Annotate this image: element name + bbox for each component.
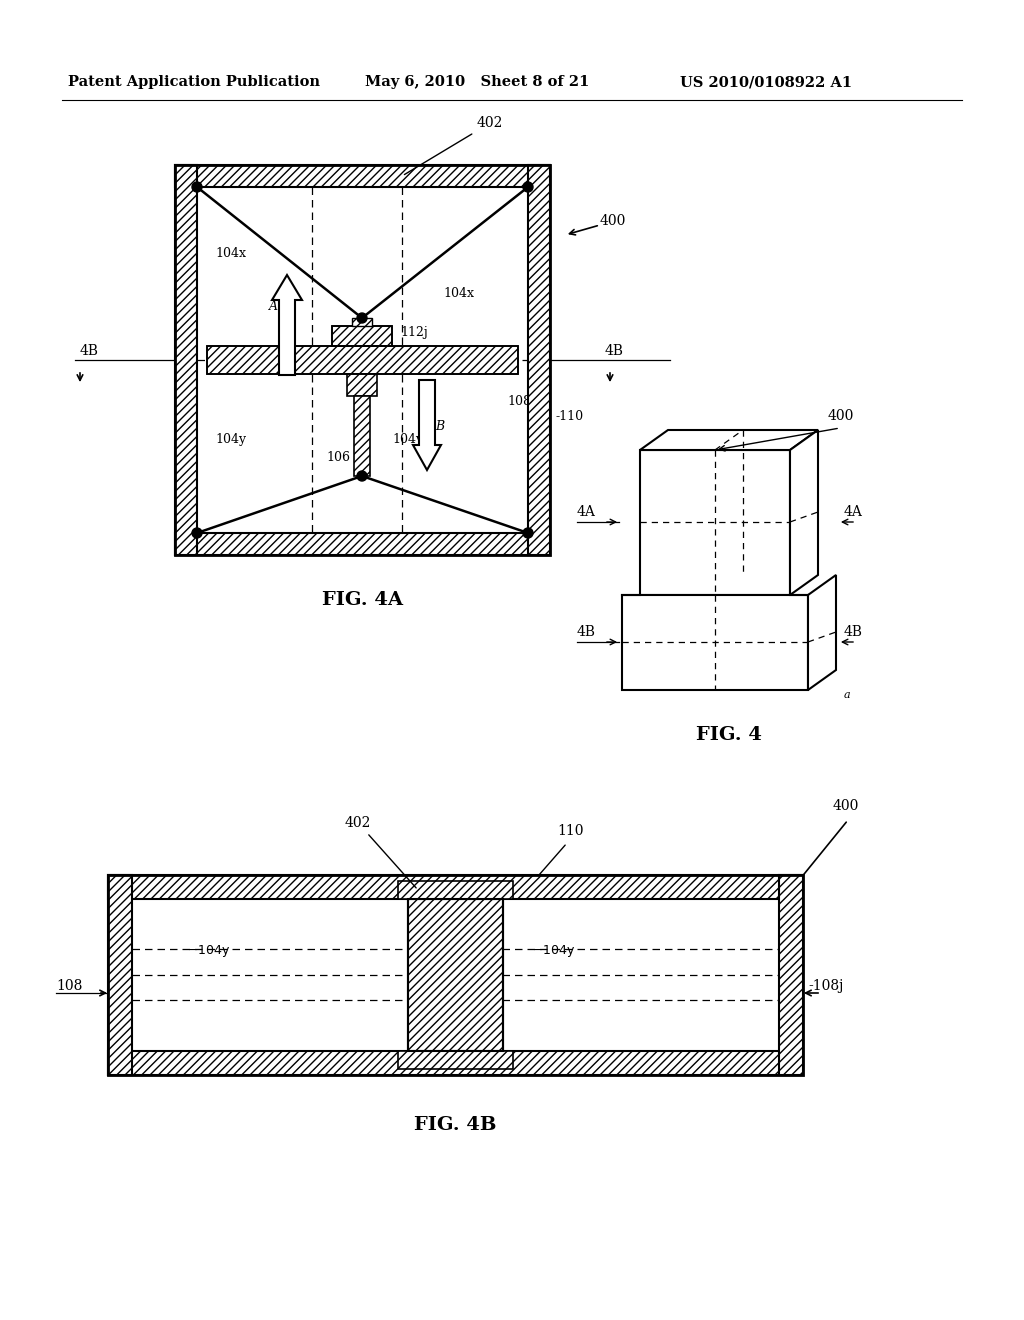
Text: 4A: 4A [577,506,596,519]
Text: 4B: 4B [844,624,863,639]
Bar [175,165,197,554]
Text: 104x: 104x [443,286,474,300]
Bar [640,450,790,595]
Text: FIG. 4A: FIG. 4A [322,591,402,609]
Circle shape [357,313,367,323]
Text: 104y: 104y [215,433,246,446]
Bar [175,165,550,187]
Polygon shape [790,430,818,595]
Bar [779,875,803,1074]
Circle shape [193,182,202,191]
Bar [207,346,518,374]
Bar [332,326,392,346]
Bar [175,165,550,554]
Polygon shape [808,576,836,690]
Text: $\mathregular{\mathsf{-104y}}$: $\mathregular{\mathsf{-104y}}$ [532,942,575,960]
Bar [108,1051,803,1074]
FancyArrow shape [413,380,441,470]
Text: a: a [844,690,851,700]
Text: 402: 402 [404,116,504,174]
Bar [398,1051,513,1069]
Bar [354,396,370,477]
Text: 400: 400 [828,409,854,422]
Circle shape [523,528,534,539]
FancyArrow shape [272,275,302,375]
Text: 400: 400 [600,214,627,228]
Circle shape [523,182,534,191]
Bar [108,875,132,1074]
Bar [398,880,513,899]
Text: 108j: 108j [507,395,535,408]
Bar [352,318,372,326]
Polygon shape [640,430,818,450]
Text: $\mathregular{\mathsf{-104y}}$: $\mathregular{\mathsf{-104y}}$ [187,942,230,960]
Text: 106: 106 [326,451,350,465]
Text: 104x: 104x [215,247,246,260]
Text: 104y: 104y [392,433,423,446]
Text: 108: 108 [56,979,82,993]
Text: Patent Application Publication: Patent Application Publication [68,75,319,88]
Text: B: B [435,420,444,433]
Bar [408,899,503,1051]
Text: $\mathregular{\mathsf{-112j}}$: $\mathregular{\mathsf{-112j}}$ [416,975,455,993]
Text: May 6, 2010   Sheet 8 of 21: May 6, 2010 Sheet 8 of 21 [365,75,590,88]
Bar [108,875,803,1074]
Text: 4B: 4B [605,345,624,358]
Text: 4B: 4B [577,624,596,639]
Text: -110: -110 [555,411,583,422]
Text: 112j: 112j [400,326,428,339]
Bar [528,165,550,554]
Text: FIG. 4: FIG. 4 [696,726,762,744]
Circle shape [193,528,202,539]
Bar [197,187,528,533]
Bar [622,595,808,690]
Circle shape [357,471,367,480]
Text: FIG. 4B: FIG. 4B [414,1115,497,1134]
Text: 110: 110 [557,824,584,838]
Bar [175,533,550,554]
Text: 400: 400 [833,799,859,813]
Bar [207,346,518,374]
Text: -108j: -108j [808,979,844,993]
Text: 4A: 4A [844,506,863,519]
Bar [408,899,503,1051]
Text: 4B: 4B [80,345,99,358]
Bar [108,875,803,899]
Bar [132,899,779,1051]
Text: US 2010/0108922 A1: US 2010/0108922 A1 [680,75,852,88]
Text: A: A [269,300,278,313]
Bar [347,374,377,396]
Bar [332,326,392,346]
Text: 402: 402 [345,816,416,888]
